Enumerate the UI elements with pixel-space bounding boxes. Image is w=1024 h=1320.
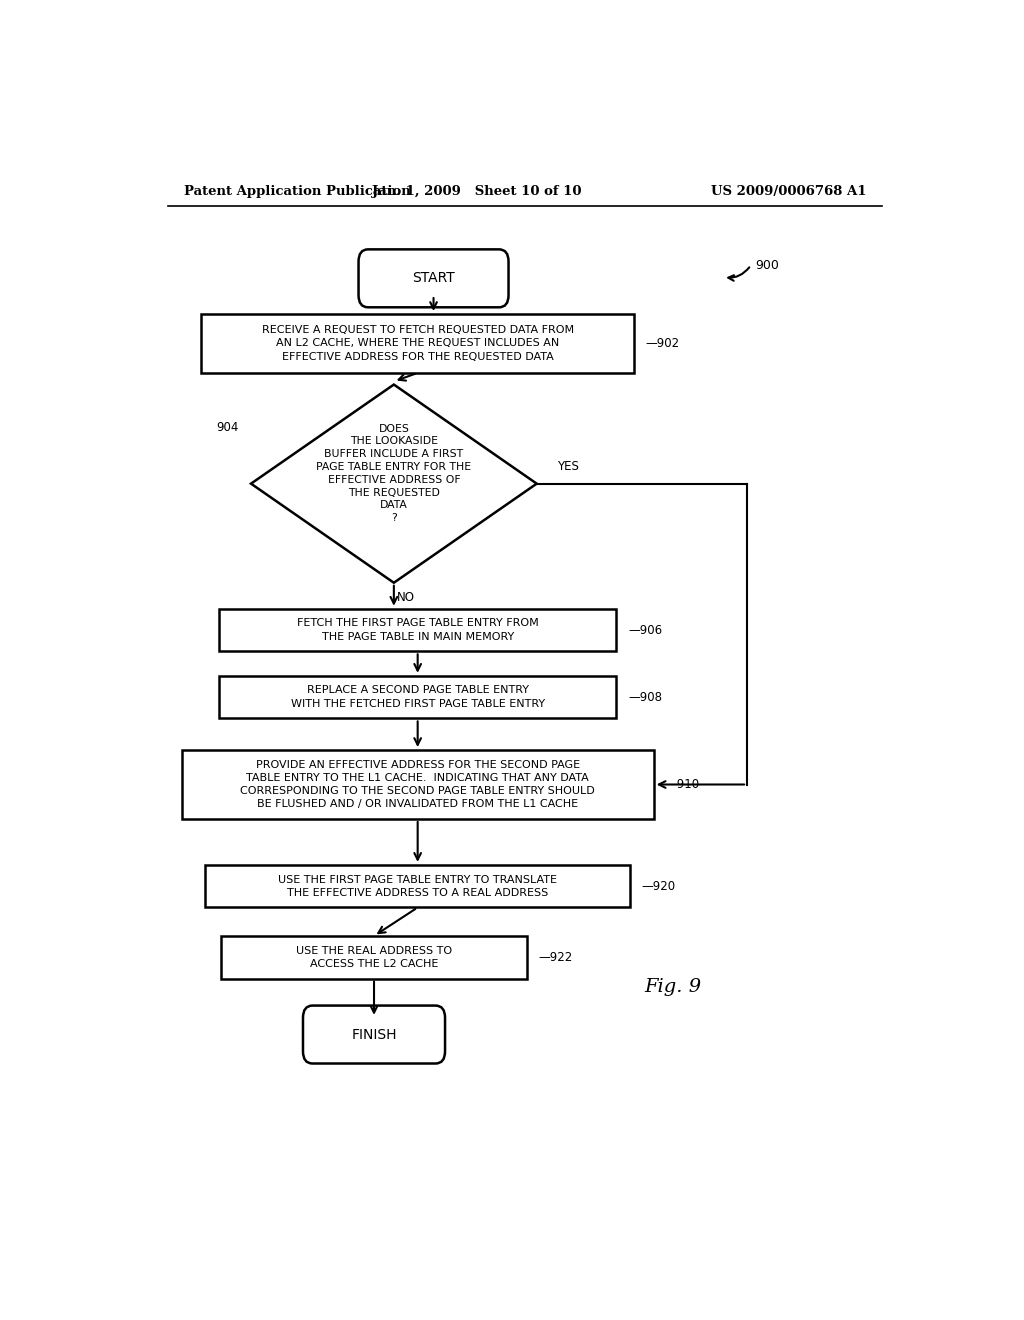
Text: NO: NO [396, 591, 415, 603]
Text: USE THE REAL ADDRESS TO
ACCESS THE L2 CACHE: USE THE REAL ADDRESS TO ACCESS THE L2 CA… [296, 945, 452, 969]
Bar [219, 609, 616, 651]
Text: —906: —906 [628, 623, 663, 636]
Text: REPLACE A SECOND PAGE TABLE ENTRY
WITH THE FETCHED FIRST PAGE TABLE ENTRY: REPLACE A SECOND PAGE TABLE ENTRY WITH T… [291, 685, 545, 709]
Bar [221, 936, 526, 978]
Bar [181, 750, 653, 818]
Text: —922: —922 [539, 950, 573, 964]
Text: —908: —908 [628, 690, 662, 704]
Polygon shape [251, 384, 537, 582]
Text: USE THE FIRST PAGE TABLE ENTRY TO TRANSLATE
THE EFFECTIVE ADDRESS TO A REAL ADDR: USE THE FIRST PAGE TABLE ENTRY TO TRANSL… [279, 875, 557, 898]
Text: 900: 900 [755, 259, 779, 272]
Text: RECEIVE A REQUEST TO FETCH REQUESTED DATA FROM
AN L2 CACHE, WHERE THE REQUEST IN: RECEIVE A REQUEST TO FETCH REQUESTED DAT… [261, 325, 573, 362]
Text: —902: —902 [646, 337, 680, 350]
Text: START: START [413, 272, 455, 285]
Text: YES: YES [557, 461, 579, 474]
Bar [206, 865, 630, 907]
Bar [219, 676, 616, 718]
Text: Jan. 1, 2009   Sheet 10 of 10: Jan. 1, 2009 Sheet 10 of 10 [373, 185, 582, 198]
Text: Fig. 9: Fig. 9 [644, 978, 701, 995]
FancyBboxPatch shape [303, 1006, 445, 1064]
Text: 904: 904 [217, 421, 240, 433]
Bar [202, 314, 634, 372]
Text: —920: —920 [642, 879, 676, 892]
Text: PROVIDE AN EFFECTIVE ADDRESS FOR THE SECOND PAGE
TABLE ENTRY TO THE L1 CACHE.  I: PROVIDE AN EFFECTIVE ADDRESS FOR THE SEC… [241, 760, 595, 809]
FancyBboxPatch shape [358, 249, 509, 308]
Text: —910: —910 [666, 777, 699, 791]
Text: Patent Application Publication: Patent Application Publication [183, 185, 411, 198]
Text: FETCH THE FIRST PAGE TABLE ENTRY FROM
THE PAGE TABLE IN MAIN MEMORY: FETCH THE FIRST PAGE TABLE ENTRY FROM TH… [297, 618, 539, 642]
Text: DOES
THE LOOKASIDE
BUFFER INCLUDE A FIRST
PAGE TABLE ENTRY FOR THE
EFFECTIVE ADD: DOES THE LOOKASIDE BUFFER INCLUDE A FIRS… [316, 424, 471, 523]
Text: US 2009/0006768 A1: US 2009/0006768 A1 [711, 185, 866, 198]
Text: FINISH: FINISH [351, 1027, 396, 1041]
